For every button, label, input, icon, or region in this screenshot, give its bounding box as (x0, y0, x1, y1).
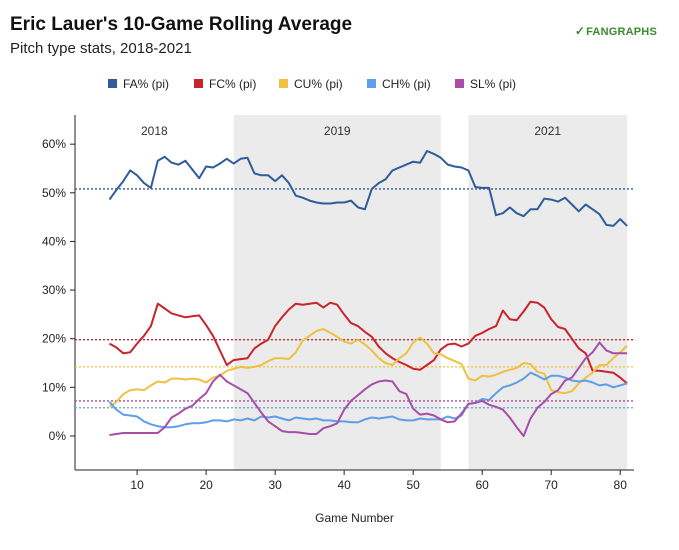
y-tick-label: 30% (42, 283, 66, 297)
season-band-2021 (468, 115, 628, 470)
x-tick-label: 70 (545, 478, 559, 492)
y-tick-label: 10% (42, 380, 66, 394)
x-tick-label: 60 (475, 478, 489, 492)
legend-label: SL% (pi) (470, 77, 516, 91)
y-tick-label: 50% (42, 186, 66, 200)
chart-subtitle: Pitch type stats, 2018-2021 (10, 40, 192, 57)
season-label-2019: 2019 (324, 124, 351, 138)
season-band-2019 (233, 115, 441, 470)
legend-item: FA% (pi) (108, 77, 169, 91)
legend-label: FA% (pi) (123, 77, 169, 91)
legend-swatch (279, 79, 288, 88)
x-tick-label: 40 (337, 478, 351, 492)
brand-check-icon: ✓ (574, 24, 586, 38)
y-tick-label: 60% (42, 137, 66, 151)
brand-logo: ✓FANGRAPHS (575, 24, 657, 38)
series-line-cu-pi (108, 328, 628, 408)
x-tick-label: 30 (268, 478, 282, 492)
legend-item: CU% (pi) (279, 77, 343, 91)
legend-label: CH% (pi) (382, 77, 431, 91)
series-line-sl-pi (109, 341, 628, 437)
y-tick-label: 0% (49, 429, 67, 443)
x-tick-label: 10 (130, 478, 144, 492)
chart-title: Eric Lauer's 10-Game Rolling Average (10, 14, 353, 35)
legend-label: CU% (pi) (294, 77, 343, 91)
legend-swatch (367, 79, 376, 88)
series-line-fa-pi (108, 150, 628, 227)
brand-logo-text: FANGRAPHS (586, 26, 657, 38)
legend-swatch (194, 79, 203, 88)
legend-item: CH% (pi) (367, 77, 431, 91)
legend-item: FC% (pi) (194, 77, 256, 91)
legend-swatch (108, 79, 117, 88)
legend-swatch (455, 79, 464, 88)
x-tick-label: 50 (406, 478, 420, 492)
season-label-2018: 2018 (141, 124, 168, 138)
x-axis-label: Game Number (315, 511, 394, 525)
x-tick-label: 80 (614, 478, 628, 492)
series-line-ch-pi (108, 371, 628, 429)
legend-item: SL% (pi) (455, 77, 516, 91)
series-line-fc-pi (109, 300, 628, 385)
y-tick-label: 40% (42, 234, 66, 248)
y-tick-label: 20% (42, 332, 66, 346)
season-label-2021: 2021 (534, 124, 561, 138)
x-tick-label: 20 (199, 478, 213, 492)
legend-label: FC% (pi) (209, 77, 256, 91)
